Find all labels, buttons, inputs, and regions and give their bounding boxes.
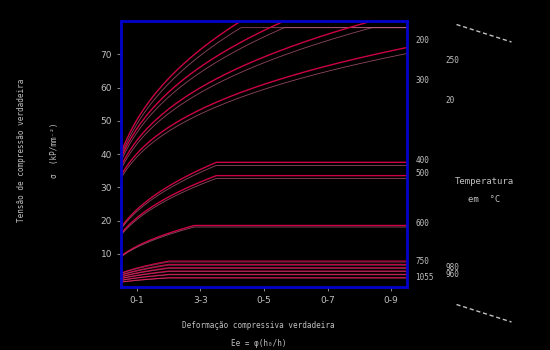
Text: 250: 250: [446, 56, 460, 65]
Text: Temperatura: Temperatura: [454, 177, 514, 187]
Text: 200: 200: [415, 36, 429, 46]
Text: 600: 600: [415, 219, 429, 228]
Text: 500: 500: [415, 169, 429, 178]
Text: 960: 960: [446, 270, 460, 279]
Text: Deformação compressiva verdadeira: Deformação compressiva verdadeira: [182, 321, 335, 330]
Text: em  °C: em °C: [468, 195, 500, 204]
Text: 1055: 1055: [415, 273, 434, 282]
Text: 400: 400: [415, 156, 429, 165]
Text: 300: 300: [415, 76, 429, 85]
Text: 20: 20: [446, 96, 455, 105]
Text: 750: 750: [415, 257, 429, 266]
Text: σ  (kP/mm⁻²): σ (kP/mm⁻²): [51, 123, 59, 178]
Text: 980: 980: [446, 263, 460, 272]
Text: Tensão de compressão verdadeira: Tensão de compressão verdadeira: [18, 79, 26, 222]
Text: Ee = φ(h₀/h): Ee = φ(h₀/h): [231, 338, 286, 348]
